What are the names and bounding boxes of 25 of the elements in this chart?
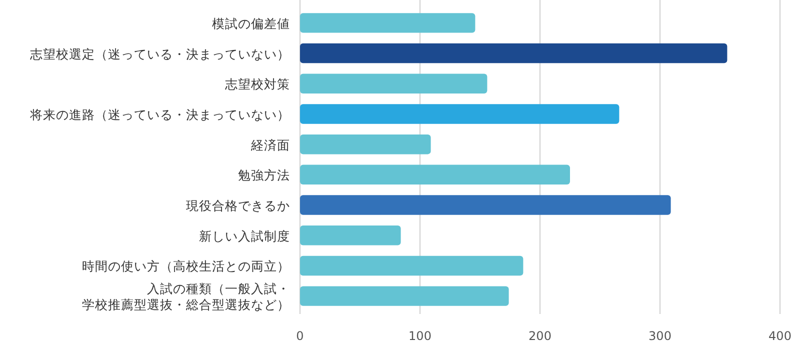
- y-tick-label: 模試の偏差値: [212, 15, 290, 30]
- bar: [300, 134, 431, 154]
- bar: [300, 13, 476, 33]
- bar: [300, 164, 570, 185]
- x-tick-label: 300: [648, 329, 672, 343]
- x-tick-label: 200: [528, 329, 552, 343]
- y-tick-label: 現役合格できるか: [186, 198, 290, 213]
- y-tick-label: 新しい入試制度: [199, 228, 290, 243]
- bar: [300, 256, 524, 276]
- bar: [300, 104, 620, 124]
- x-tick-label: 400: [768, 329, 792, 343]
- y-tick-label: 志望校対策: [225, 76, 290, 92]
- y-tick-label: 志望校選定（迷っている・決まっていない）: [30, 46, 290, 61]
- y-tick-label: 入試の種類（一般入試・学校推薦型選抜・総合型選抜など）: [82, 280, 290, 312]
- bar: [300, 43, 728, 64]
- bar: [300, 195, 671, 215]
- y-tick-label: 時間の使い方（高校生活との両立）: [82, 258, 290, 274]
- bar: [300, 74, 488, 94]
- y-tick-label: 経済面: [250, 136, 290, 152]
- x-tick-label: 0: [296, 329, 304, 343]
- x-tick-label: 100: [408, 329, 432, 343]
- y-tick-label: 将来の進路（迷っている・決まっていない）: [29, 106, 290, 122]
- bar: [300, 286, 509, 306]
- y-tick-label: 勉強方法: [238, 167, 290, 182]
- bar: [300, 226, 401, 246]
